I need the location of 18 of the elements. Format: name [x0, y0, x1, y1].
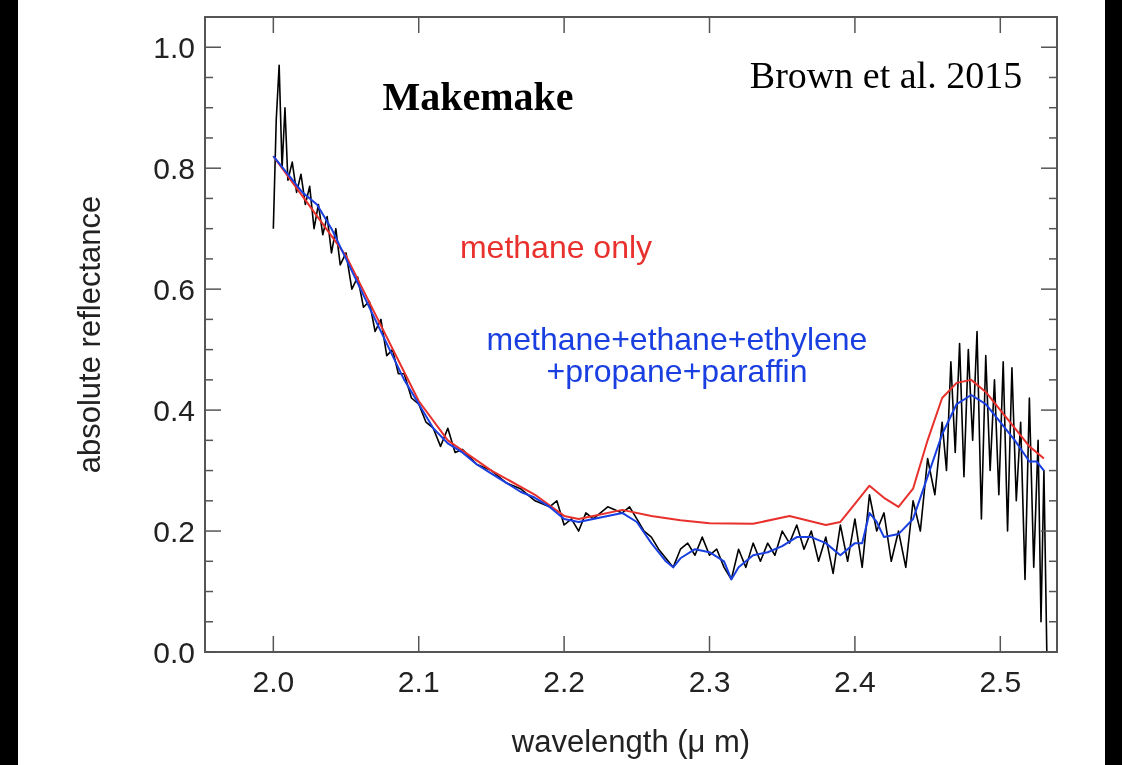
y-tick-label: 0.6 [153, 273, 195, 307]
x-axis-title: wavelength (μ m) [510, 724, 751, 759]
y-tick-label: 0.2 [153, 515, 195, 549]
text: methane+ethane+ethylene +propane+paraffin [486, 321, 868, 389]
x-tick-label: 2.3 [688, 665, 731, 698]
x-tick-label: 2.1 [397, 665, 440, 698]
x-tick-label: 2.2 [543, 665, 585, 698]
text: methane only [459, 229, 653, 265]
x-tick-label: 2.0 [252, 665, 295, 698]
y-axis-title: absolute reflectance [72, 195, 107, 474]
y-tick-label: 0.0 [153, 636, 195, 669]
y-tick-label: 0.8 [153, 152, 195, 186]
y-tick-label: 1.0 [153, 31, 195, 65]
annotation: Brown et al. 2015 [749, 54, 1023, 96]
y-tick-label: 0.4 [153, 394, 195, 428]
x-tick-label: 2.4 [834, 665, 876, 698]
annotation: Makemake [382, 74, 574, 119]
x-tick-label: 2.5 [979, 665, 1022, 698]
